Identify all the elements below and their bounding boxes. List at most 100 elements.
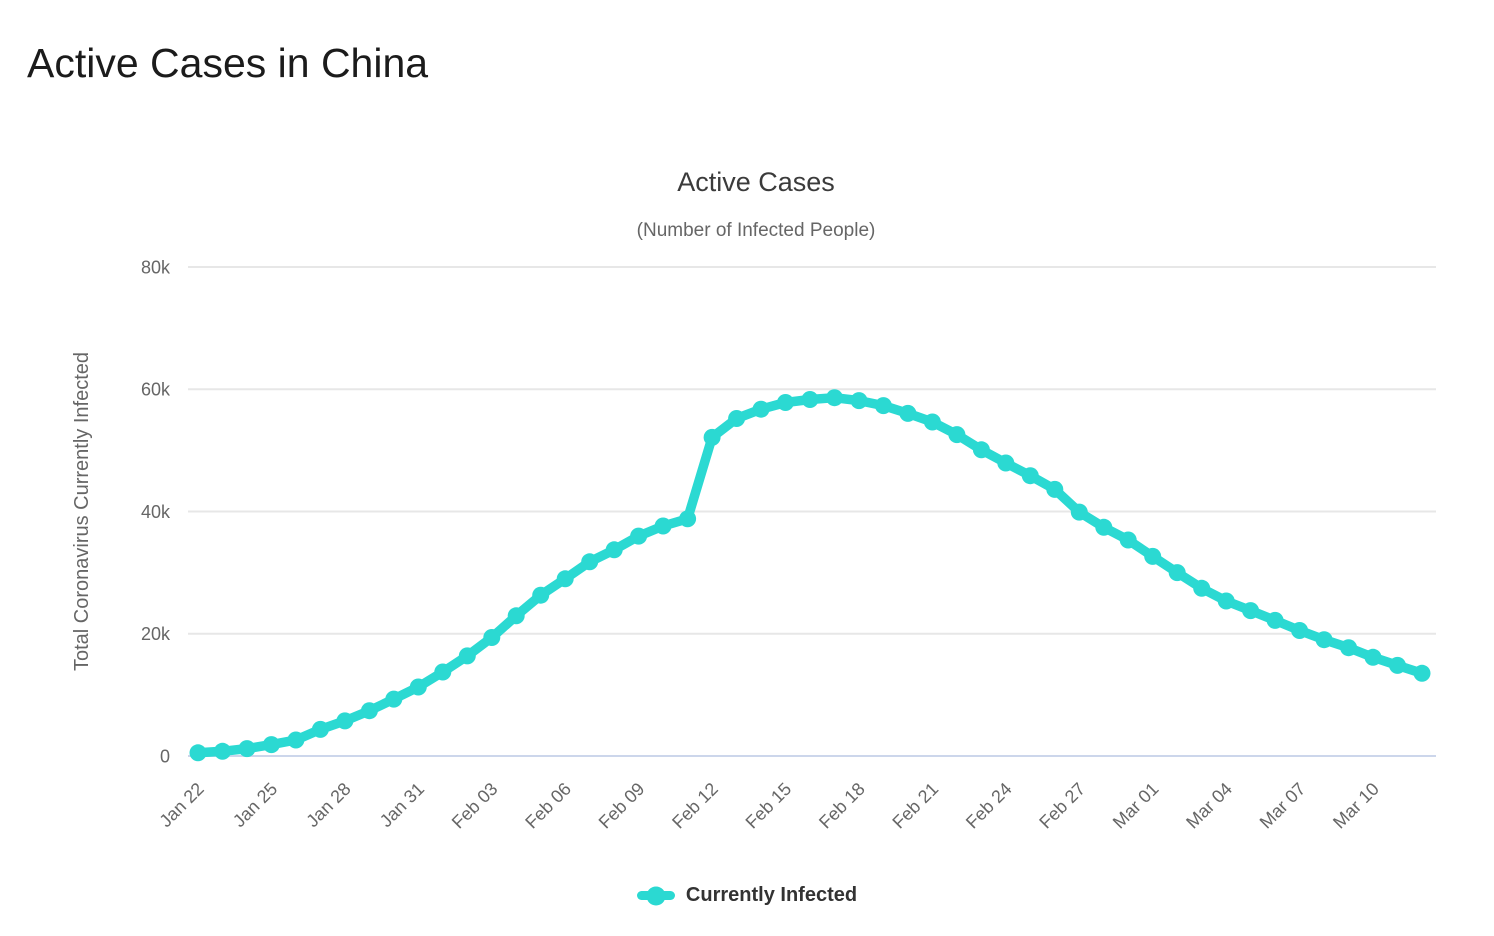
x-tick-label: Jan 28 (302, 779, 354, 831)
data-point[interactable] (826, 389, 843, 407)
svg-text:Jan 31: Jan 31 (376, 779, 428, 831)
data-point[interactable] (1242, 602, 1260, 620)
data-point[interactable] (1413, 664, 1431, 682)
data-point[interactable] (409, 678, 427, 696)
data-point[interactable] (1389, 656, 1406, 674)
svg-text:Feb 24: Feb 24 (962, 779, 1016, 833)
data-point[interactable] (507, 607, 525, 625)
data-point[interactable] (360, 702, 378, 720)
svg-text:Feb 15: Feb 15 (742, 779, 796, 833)
data-point[interactable] (189, 744, 207, 762)
svg-text:Feb 12: Feb 12 (668, 779, 722, 833)
chart-title: Active Cases (677, 167, 835, 197)
svg-text:Jan 28: Jan 28 (302, 779, 354, 831)
data-point[interactable] (1070, 503, 1088, 521)
data-point[interactable] (874, 397, 892, 415)
svg-text:Mar 04: Mar 04 (1182, 779, 1236, 833)
data-point[interactable] (605, 541, 623, 559)
series-line-currently-infected[interactable] (193, 392, 1427, 758)
data-point[interactable] (434, 663, 452, 681)
data-point[interactable] (654, 517, 672, 535)
data-point[interactable] (1193, 579, 1211, 597)
data-point[interactable] (777, 394, 794, 411)
svg-text:Feb 27: Feb 27 (1035, 779, 1089, 833)
data-point[interactable] (1291, 622, 1309, 639)
data-point[interactable] (287, 731, 305, 749)
x-tick-label: Feb 03 (448, 779, 502, 833)
svg-text:Feb 18: Feb 18 (815, 779, 869, 833)
data-point[interactable] (458, 647, 476, 665)
x-tick-label: Mar 10 (1329, 779, 1383, 833)
data-point[interactable] (1340, 639, 1358, 657)
x-tick-label: Feb 24 (962, 779, 1016, 833)
series-points (189, 389, 1431, 762)
x-tick-label: Jan 31 (376, 779, 428, 831)
chart-subtitle: (Number of Infected People) (636, 220, 876, 241)
x-tick-label: Jan 25 (229, 779, 281, 831)
svg-text:Feb 03: Feb 03 (448, 779, 502, 833)
data-point[interactable] (801, 391, 819, 408)
data-point[interactable] (483, 629, 501, 646)
data-point[interactable] (703, 428, 721, 446)
data-point[interactable] (1119, 531, 1137, 549)
data-point[interactable] (262, 736, 280, 754)
x-tick-label: Feb 21 (888, 779, 942, 833)
data-point[interactable] (1217, 592, 1235, 610)
legend-dot-icon (646, 886, 666, 905)
data-point[interactable] (581, 553, 599, 571)
data-point[interactable] (532, 586, 550, 604)
data-point[interactable] (1168, 564, 1186, 582)
svg-text:Jan 22: Jan 22 (155, 779, 207, 831)
x-tick-label: Feb 09 (595, 779, 649, 833)
legend-label: Currently Infected (685, 884, 858, 906)
data-point[interactable] (997, 454, 1015, 472)
y-tick-label: 20k (141, 624, 171, 644)
data-point[interactable] (1315, 631, 1333, 649)
x-tick-label: Feb 15 (742, 779, 796, 833)
data-point[interactable] (214, 742, 231, 760)
legend-item-currently-infected[interactable]: Currently Infected (0, 884, 1494, 907)
data-point[interactable] (1144, 547, 1162, 565)
svg-text:Jan 25: Jan 25 (229, 779, 281, 831)
data-point[interactable] (311, 720, 329, 738)
x-tick-label: Mar 01 (1109, 779, 1163, 833)
svg-text:Mar 07: Mar 07 (1256, 779, 1310, 833)
data-point[interactable] (556, 570, 574, 588)
y-tick-label: 60k (141, 380, 171, 400)
data-point[interactable] (1095, 518, 1113, 536)
svg-text:Feb 21: Feb 21 (888, 779, 942, 833)
svg-text:Mar 10: Mar 10 (1329, 779, 1383, 833)
y-tick-label: 0 (160, 746, 170, 766)
legend-line-marker-icon (636, 886, 675, 905)
data-point[interactable] (923, 413, 941, 431)
x-tick-label: Feb 27 (1035, 779, 1089, 833)
data-point[interactable] (1021, 467, 1039, 485)
data-point[interactable] (850, 392, 868, 410)
y-tick-label: 40k (141, 502, 171, 522)
x-tick-label: Mar 07 (1256, 779, 1310, 833)
x-tick-label: Feb 06 (521, 779, 575, 833)
data-point[interactable] (238, 740, 256, 758)
data-point[interactable] (728, 410, 746, 427)
x-tick-label: Mar 04 (1182, 779, 1236, 833)
data-point[interactable] (948, 426, 966, 444)
data-point[interactable] (1046, 480, 1064, 498)
data-point[interactable] (630, 527, 648, 545)
data-point[interactable] (385, 690, 403, 708)
x-tick-label: Feb 12 (668, 779, 722, 833)
data-point[interactable] (679, 510, 697, 528)
y-axis-title: Total Coronavirus Currently Infected (71, 352, 93, 671)
page-title: Active Cases in China (27, 40, 429, 86)
data-point[interactable] (899, 404, 917, 422)
y-tick-label: 80k (141, 257, 171, 277)
x-tick-label: Jan 22 (155, 779, 207, 831)
data-point[interactable] (972, 441, 990, 459)
data-point[interactable] (1364, 648, 1382, 666)
data-point[interactable] (1266, 611, 1284, 629)
svg-text:Mar 01: Mar 01 (1109, 779, 1163, 833)
svg-text:Feb 06: Feb 06 (521, 779, 575, 833)
data-point[interactable] (752, 400, 770, 418)
data-point[interactable] (336, 712, 354, 730)
svg-text:Feb 09: Feb 09 (595, 779, 649, 833)
